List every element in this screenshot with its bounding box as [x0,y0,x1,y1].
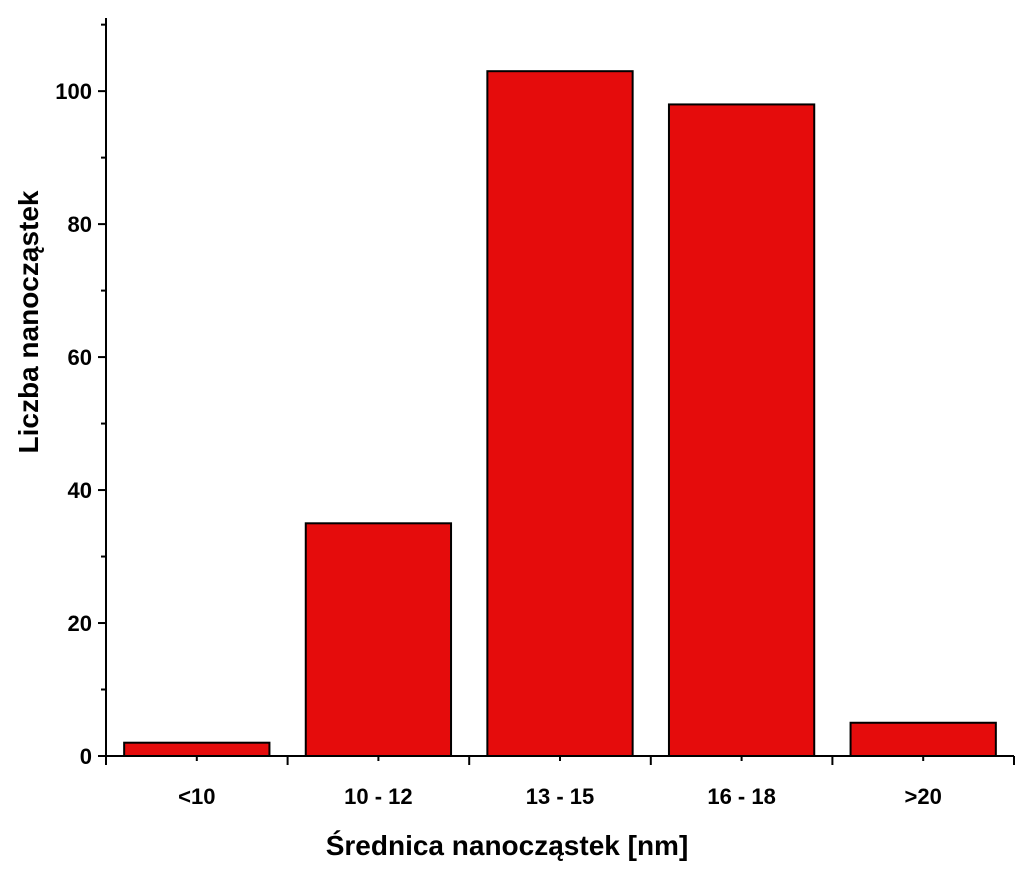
y-axis-title: Liczba nanocząstek [13,190,44,453]
x-axis-ticks: <10 10 - 12 13 - 15 16 - 18 >20 [105,756,1015,809]
x-tick-label: 16 - 18 [707,784,776,809]
x-tick-label: 10 - 12 [344,784,413,809]
plot-area [123,70,997,758]
y-tick-label: 0 [80,744,92,769]
bar [123,741,271,757]
bar [849,721,997,758]
x-tick-label: <10 [178,784,215,809]
y-tick-label: 40 [68,478,92,503]
bar [667,103,816,757]
y-tick-label: 20 [68,611,92,636]
y-axis-ticks: 0 20 40 60 80 100 [55,23,106,769]
x-tick-label: 13 - 15 [526,784,595,809]
x-axis-title: Średnica nanocząstek [nm] [326,830,689,861]
y-tick-label: 100 [55,79,92,104]
y-tick-label: 60 [68,345,92,370]
bar [486,70,634,757]
x-tick-label: >20 [905,784,942,809]
y-tick-label: 80 [68,212,92,237]
bar [304,522,453,757]
